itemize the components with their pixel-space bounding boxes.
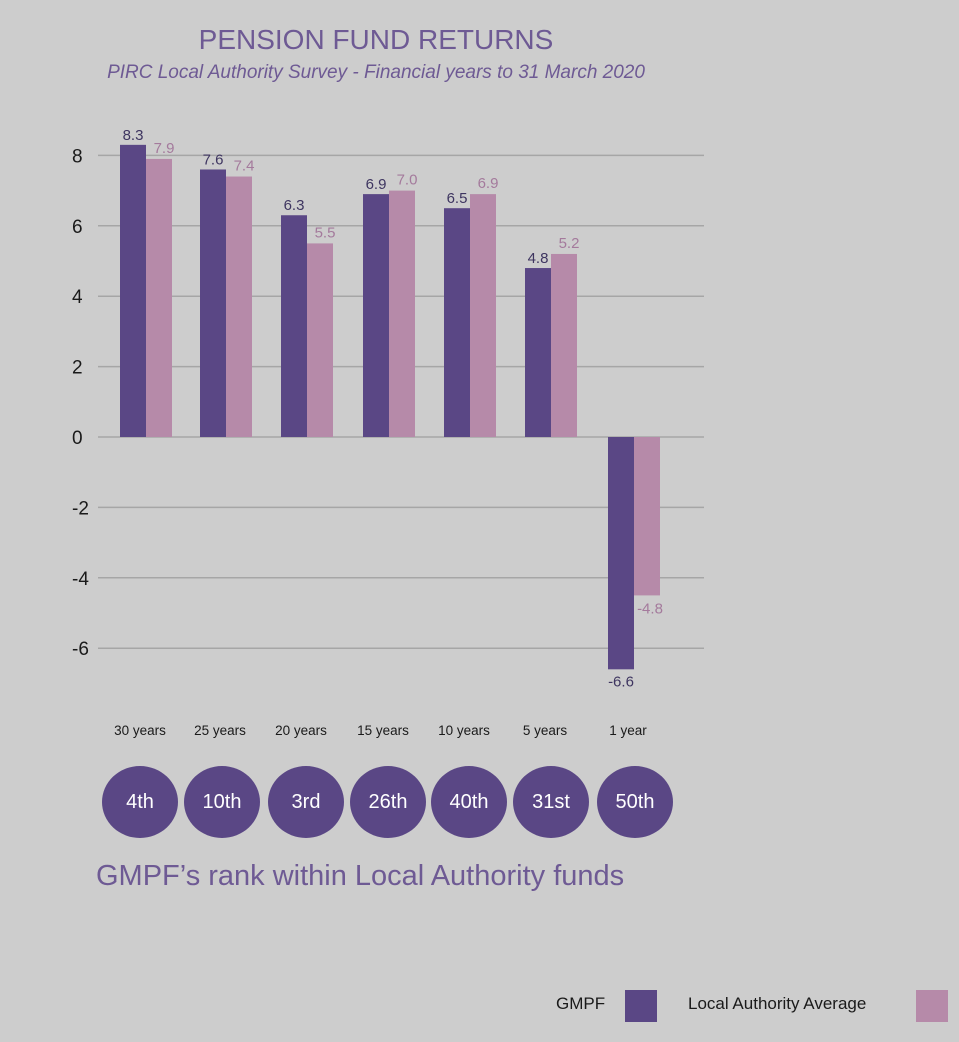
y-tick-label: 8 <box>72 146 83 167</box>
legend-label-la-average: Local Authority Average <box>688 994 867 1013</box>
bars <box>120 144 660 670</box>
bar-la-average-15-years <box>389 190 415 437</box>
y-tick-label: -4 <box>72 569 89 590</box>
chart-subtitle: PIRC Local Authority Survey - Financial … <box>107 62 645 83</box>
value-label-la-average: 7.4 <box>234 158 255 175</box>
x-tick-label: 20 years <box>275 723 327 738</box>
x-tick-label: 30 years <box>114 723 166 738</box>
value-labels: 8.3 7.9 7.6 7.4 6.3 5.5 6.9 7.0 6.5 6.9 4.8 5.2 -6.6… <box>123 127 663 690</box>
bar-gmpf-20-years <box>281 215 307 437</box>
rank-badge-25-years: 10th <box>184 766 260 838</box>
bar-la-average-1-year <box>634 437 660 596</box>
value-label-la-average: 6.9 <box>478 175 499 192</box>
x-tick-label: 5 years <box>523 723 568 738</box>
legend-swatch-gmpf <box>625 990 657 1022</box>
bar-gmpf-10-years <box>444 208 470 437</box>
value-label-la-average: 7.9 <box>154 140 175 157</box>
rank-caption: GMPF’s rank within Local Authority funds <box>96 860 625 892</box>
x-tick-label: 15 years <box>357 723 409 738</box>
y-tick-label: 4 <box>72 287 83 308</box>
value-label-gmpf: 6.3 <box>284 197 305 214</box>
value-label-la-average: 5.2 <box>559 235 580 252</box>
value-label-gmpf: 4.8 <box>528 250 549 267</box>
bar-la-average-25-years <box>226 176 252 437</box>
bar-gmpf-1-year <box>608 437 634 670</box>
bar-la-average-30-years <box>146 158 172 438</box>
value-label-la-average: 7.0 <box>397 172 418 189</box>
legend-label-gmpf: GMPF <box>556 994 606 1013</box>
chart-legend: GMPF Local Authority Average <box>0 990 959 1024</box>
y-tick-label: -6 <box>72 639 89 660</box>
rank-badges: 4th 10th 3rd 26th 40th 31st 50th <box>0 766 959 838</box>
x-axis: 30 years 25 years 20 years 15 years 10 years… <box>114 723 647 738</box>
y-tick-label: 0 <box>72 428 83 449</box>
rank-badge-10-years: 40th <box>431 766 507 838</box>
y-tick-label: 6 <box>72 217 83 238</box>
bar-la-average-10-years <box>470 194 496 437</box>
rank-badge-15-years: 26th <box>350 766 426 838</box>
y-tick-label: 2 <box>72 358 83 379</box>
value-label-la-average: -4.8 <box>637 600 663 617</box>
bar-gmpf-15-years <box>363 194 389 437</box>
rank-badge-5-years: 31st <box>513 766 589 838</box>
y-axis: 8 6 4 2 0 -2 -4 -6 <box>72 146 89 660</box>
x-tick-label: 25 years <box>194 723 246 738</box>
value-label-gmpf: 6.5 <box>447 190 468 207</box>
x-tick-label: 10 years <box>438 723 490 738</box>
rank-badge-30-years: 4th <box>102 766 178 838</box>
value-label-la-average: 5.5 <box>315 224 336 241</box>
bar-gmpf-5-years <box>525 268 551 437</box>
value-label-gmpf: 7.6 <box>203 151 224 168</box>
bar-la-average-20-years <box>307 243 333 437</box>
bar-gmpf-25-years <box>200 169 226 438</box>
rank-badge-1-year: 50th <box>597 766 673 838</box>
value-label-gmpf: 8.3 <box>123 127 144 144</box>
bar-gmpf-30-years <box>120 144 146 437</box>
y-tick-label: -2 <box>72 498 89 519</box>
value-label-gmpf: -6.6 <box>608 673 634 690</box>
x-tick-label: 1 year <box>609 723 647 738</box>
rank-badge-20-years: 3rd <box>268 766 344 838</box>
chart-title: PENSION FUND RETURNS <box>199 24 554 55</box>
legend-swatch-la-average <box>916 990 948 1022</box>
bar-la-average-5-years <box>551 253 577 437</box>
pension-returns-chart: PENSION FUND RETURNS PIRC Local Authorit… <box>72 24 704 738</box>
value-label-gmpf: 6.9 <box>366 176 387 193</box>
